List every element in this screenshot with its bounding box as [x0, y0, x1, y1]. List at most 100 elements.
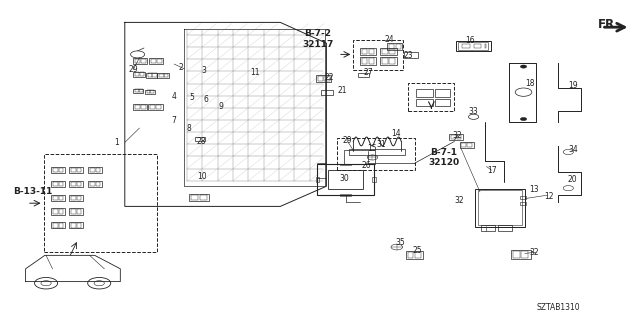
Bar — [157, 59, 162, 63]
Bar — [51, 195, 65, 201]
Bar — [380, 57, 397, 65]
Bar — [406, 251, 423, 259]
Bar — [71, 182, 76, 186]
Bar — [69, 195, 83, 201]
Bar — [51, 167, 65, 173]
Bar — [59, 209, 63, 214]
Bar — [457, 135, 461, 139]
Bar — [337, 138, 415, 170]
Text: 34: 34 — [568, 145, 578, 154]
Text: 9: 9 — [218, 102, 223, 111]
Bar — [96, 182, 100, 186]
Bar — [404, 52, 418, 58]
Bar — [191, 195, 198, 200]
Text: 33: 33 — [468, 107, 479, 116]
Bar — [51, 208, 65, 215]
Bar — [59, 168, 63, 172]
Bar — [77, 168, 81, 172]
Bar — [88, 167, 102, 173]
Bar — [59, 182, 63, 186]
Bar — [449, 134, 463, 140]
Text: 27: 27 — [363, 68, 373, 77]
Bar — [481, 225, 495, 231]
Bar — [77, 209, 81, 214]
Text: 14: 14 — [390, 129, 401, 138]
Bar — [316, 75, 331, 82]
Bar — [159, 74, 163, 77]
Bar — [396, 44, 401, 49]
Bar — [362, 49, 367, 54]
Bar — [140, 72, 144, 76]
Bar — [382, 58, 388, 64]
Bar — [135, 72, 139, 76]
Bar — [478, 190, 522, 225]
Bar — [195, 137, 205, 141]
Bar — [456, 41, 491, 51]
Bar — [461, 143, 466, 147]
Bar — [520, 202, 526, 205]
Bar — [96, 168, 100, 172]
Bar — [141, 105, 146, 109]
Bar — [53, 209, 58, 214]
Bar — [148, 104, 163, 110]
Bar — [316, 177, 319, 182]
Text: 21: 21 — [338, 86, 347, 95]
Text: B-13-11: B-13-11 — [13, 188, 53, 196]
Bar — [458, 42, 488, 50]
Bar — [189, 194, 209, 201]
Bar — [77, 196, 81, 200]
Bar — [135, 105, 140, 109]
Bar — [139, 89, 143, 92]
Bar — [318, 76, 323, 81]
Text: 29: 29 — [128, 65, 138, 74]
Bar — [372, 177, 376, 182]
Bar — [69, 181, 83, 187]
Text: 32: 32 — [452, 131, 463, 140]
Text: 26: 26 — [361, 161, 371, 170]
Text: 4: 4 — [172, 92, 177, 100]
Bar — [71, 196, 76, 200]
Bar — [149, 58, 163, 64]
Bar — [389, 49, 395, 54]
Bar — [69, 167, 83, 173]
Bar — [157, 73, 169, 78]
Bar — [133, 58, 147, 64]
Text: 2: 2 — [178, 63, 183, 72]
Bar — [408, 252, 413, 258]
Bar — [51, 222, 65, 228]
Bar — [200, 195, 207, 200]
Bar — [349, 149, 405, 155]
Text: 31: 31 — [376, 140, 386, 149]
Bar — [511, 250, 531, 259]
Text: 29: 29 — [342, 136, 352, 145]
Bar — [474, 44, 481, 48]
Circle shape — [520, 65, 527, 68]
Bar — [408, 83, 454, 111]
Bar — [435, 99, 450, 106]
Bar — [362, 58, 367, 64]
Bar — [71, 209, 76, 214]
Bar — [150, 105, 156, 109]
Bar — [44, 154, 157, 252]
Text: 12: 12 — [545, 192, 554, 201]
Text: 28: 28 — [197, 137, 206, 146]
Text: B-7-1
32120: B-7-1 32120 — [428, 148, 459, 167]
Bar — [521, 251, 528, 258]
Bar — [152, 73, 157, 77]
Bar — [53, 223, 58, 228]
Bar — [475, 189, 525, 227]
Bar — [141, 59, 146, 63]
Text: 16: 16 — [465, 36, 476, 45]
Bar — [53, 196, 58, 200]
Bar — [415, 252, 421, 258]
Bar — [88, 181, 102, 187]
Bar — [77, 223, 81, 228]
Text: 20: 20 — [568, 175, 578, 184]
Text: 6: 6 — [204, 95, 209, 104]
Bar — [382, 49, 388, 54]
Bar — [498, 225, 512, 231]
Text: 19: 19 — [568, 81, 578, 90]
Bar — [451, 135, 456, 139]
Bar — [59, 223, 63, 228]
Bar — [340, 194, 351, 196]
